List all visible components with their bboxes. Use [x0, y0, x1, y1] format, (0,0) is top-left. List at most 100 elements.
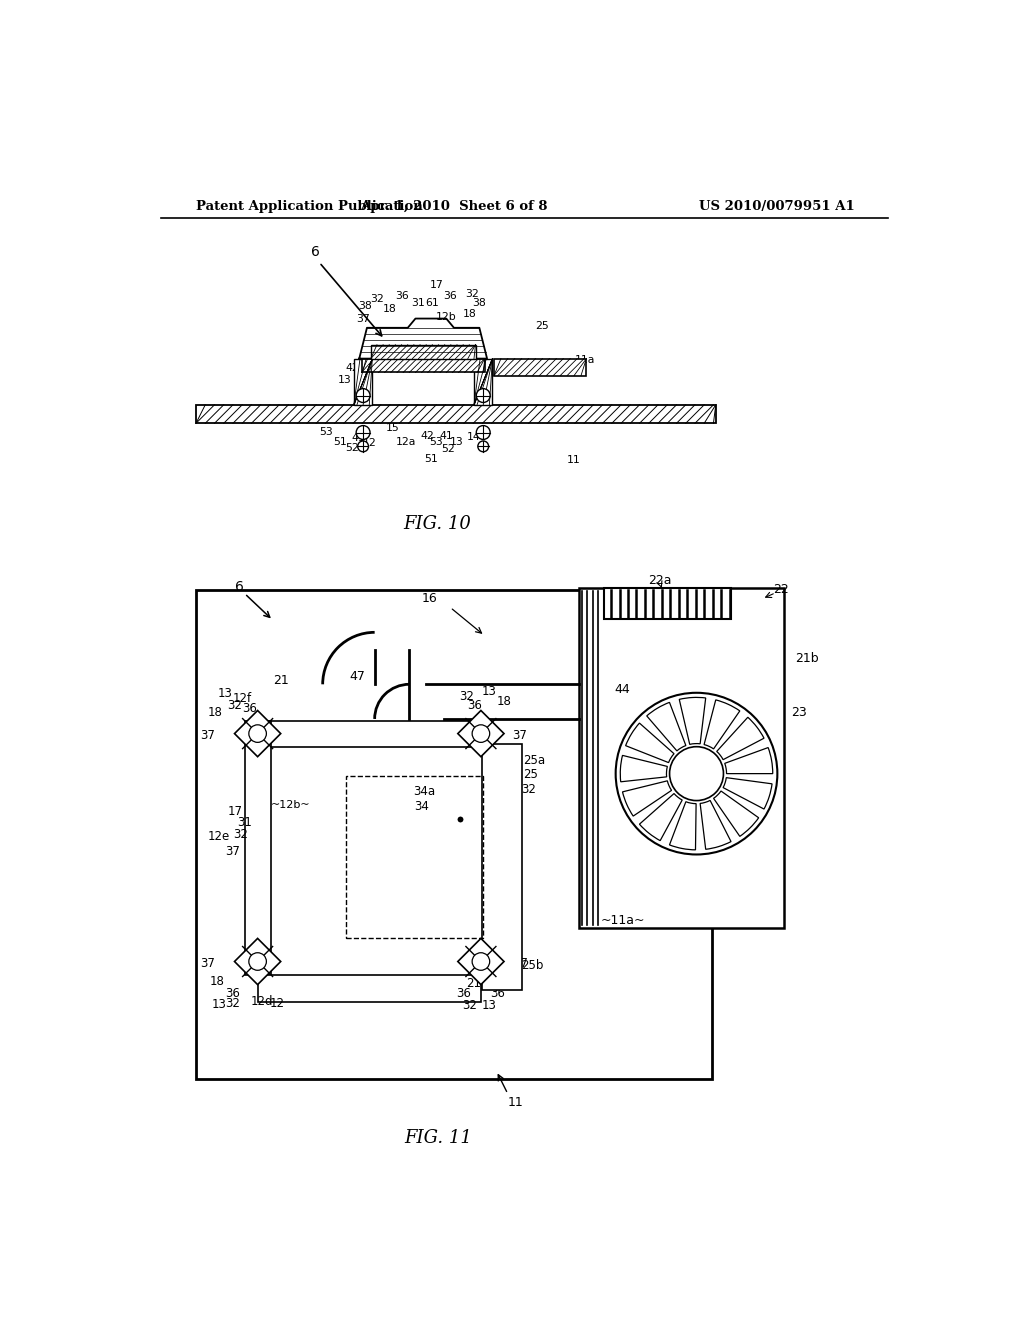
Bar [245, 721, 271, 974]
Wedge shape [626, 723, 674, 763]
Text: ~11a~: ~11a~ [601, 915, 645, 927]
Text: 6: 6 [236, 579, 245, 594]
Text: 37: 37 [512, 729, 526, 742]
Text: 32: 32 [227, 700, 242, 713]
Text: 12e: 12e [208, 829, 230, 842]
Text: 32: 32 [233, 828, 248, 841]
Text: 34a: 34a [414, 785, 436, 797]
Text: 41: 41 [351, 433, 366, 444]
Text: 14: 14 [493, 829, 508, 842]
Bar [361, 359, 484, 372]
Text: 13: 13 [212, 998, 226, 1011]
Text: 32: 32 [225, 998, 241, 1010]
Text: 36: 36 [443, 292, 457, 301]
Text: 12d: 12d [250, 995, 272, 1008]
Text: 17: 17 [227, 805, 243, 818]
Wedge shape [670, 801, 696, 850]
Text: 11: 11 [566, 455, 581, 465]
Text: 32: 32 [370, 293, 384, 304]
Circle shape [249, 953, 266, 970]
Wedge shape [725, 747, 773, 774]
Text: Patent Application Publication: Patent Application Publication [196, 199, 423, 213]
Text: 32: 32 [460, 690, 474, 704]
Text: Apr. 1, 2010  Sheet 6 of 8: Apr. 1, 2010 Sheet 6 of 8 [360, 199, 548, 213]
Text: 18: 18 [463, 309, 476, 319]
Text: 25: 25 [523, 768, 539, 781]
Wedge shape [714, 791, 759, 837]
Text: 18: 18 [497, 694, 511, 708]
Text: 37: 37 [200, 957, 215, 970]
Text: 18: 18 [501, 974, 515, 987]
Circle shape [357, 441, 369, 451]
Text: FIG. 10: FIG. 10 [403, 515, 471, 533]
Text: 51: 51 [333, 437, 347, 446]
Text: 25: 25 [536, 321, 550, 331]
Text: FIG. 11: FIG. 11 [404, 1129, 472, 1147]
Text: 22a: 22a [648, 574, 672, 587]
Wedge shape [679, 697, 706, 744]
Text: 41: 41 [439, 430, 454, 441]
Text: 12c: 12c [484, 845, 506, 858]
Text: 34: 34 [414, 800, 429, 813]
Circle shape [356, 425, 370, 440]
Text: 31: 31 [238, 816, 252, 829]
Wedge shape [647, 702, 686, 751]
Circle shape [476, 425, 490, 440]
Text: 37: 37 [200, 729, 215, 742]
Text: 6: 6 [311, 246, 319, 259]
Text: 32: 32 [462, 999, 477, 1012]
Text: 25a: 25a [523, 754, 545, 767]
Text: 21a: 21a [466, 977, 488, 990]
Circle shape [472, 725, 489, 742]
Text: 37: 37 [225, 845, 241, 858]
Circle shape [472, 953, 489, 970]
Wedge shape [717, 717, 764, 760]
Text: 37: 37 [356, 314, 370, 323]
Bar [371, 345, 475, 359]
Text: 11a: 11a [574, 355, 595, 366]
Polygon shape [458, 939, 504, 985]
Text: 53: 53 [429, 437, 443, 446]
Text: 12a: 12a [396, 437, 417, 446]
Text: 36: 36 [225, 987, 241, 1001]
Bar [604, 589, 731, 619]
Text: 42: 42 [345, 363, 359, 372]
Bar [474, 359, 493, 405]
Wedge shape [621, 755, 668, 781]
Bar [196, 405, 716, 424]
Text: 14: 14 [467, 432, 481, 442]
Text: 18: 18 [383, 305, 397, 314]
Text: 51: 51 [424, 454, 437, 463]
Text: 13: 13 [338, 375, 351, 385]
Text: 52: 52 [345, 444, 359, 453]
Text: 32: 32 [521, 783, 537, 796]
Text: 12: 12 [362, 438, 376, 449]
Bar [196, 590, 712, 1078]
Text: 38: 38 [472, 298, 485, 308]
Wedge shape [705, 700, 739, 748]
Text: 36: 36 [490, 987, 505, 1001]
Text: 16: 16 [422, 593, 437, 606]
Text: 36: 36 [457, 987, 471, 1001]
Circle shape [670, 747, 724, 800]
Circle shape [249, 725, 266, 742]
Text: 32: 32 [465, 289, 478, 298]
Text: 18: 18 [210, 975, 225, 989]
Text: ~12b~: ~12b~ [271, 800, 310, 810]
Text: 12b: 12b [436, 312, 457, 322]
Bar [258, 974, 481, 1002]
Circle shape [478, 441, 488, 451]
Circle shape [356, 388, 370, 403]
Text: US 2010/0079951 A1: US 2010/0079951 A1 [698, 199, 854, 213]
Bar [354, 359, 373, 405]
Text: 13: 13 [481, 999, 496, 1012]
Text: 37: 37 [513, 957, 528, 970]
Text: 23: 23 [792, 706, 807, 719]
Wedge shape [623, 781, 672, 816]
Wedge shape [700, 800, 731, 849]
Text: 31: 31 [411, 298, 425, 308]
Text: 22: 22 [773, 583, 790, 597]
Polygon shape [234, 710, 281, 756]
Text: 47: 47 [350, 671, 366, 684]
Text: 13: 13 [450, 437, 463, 446]
